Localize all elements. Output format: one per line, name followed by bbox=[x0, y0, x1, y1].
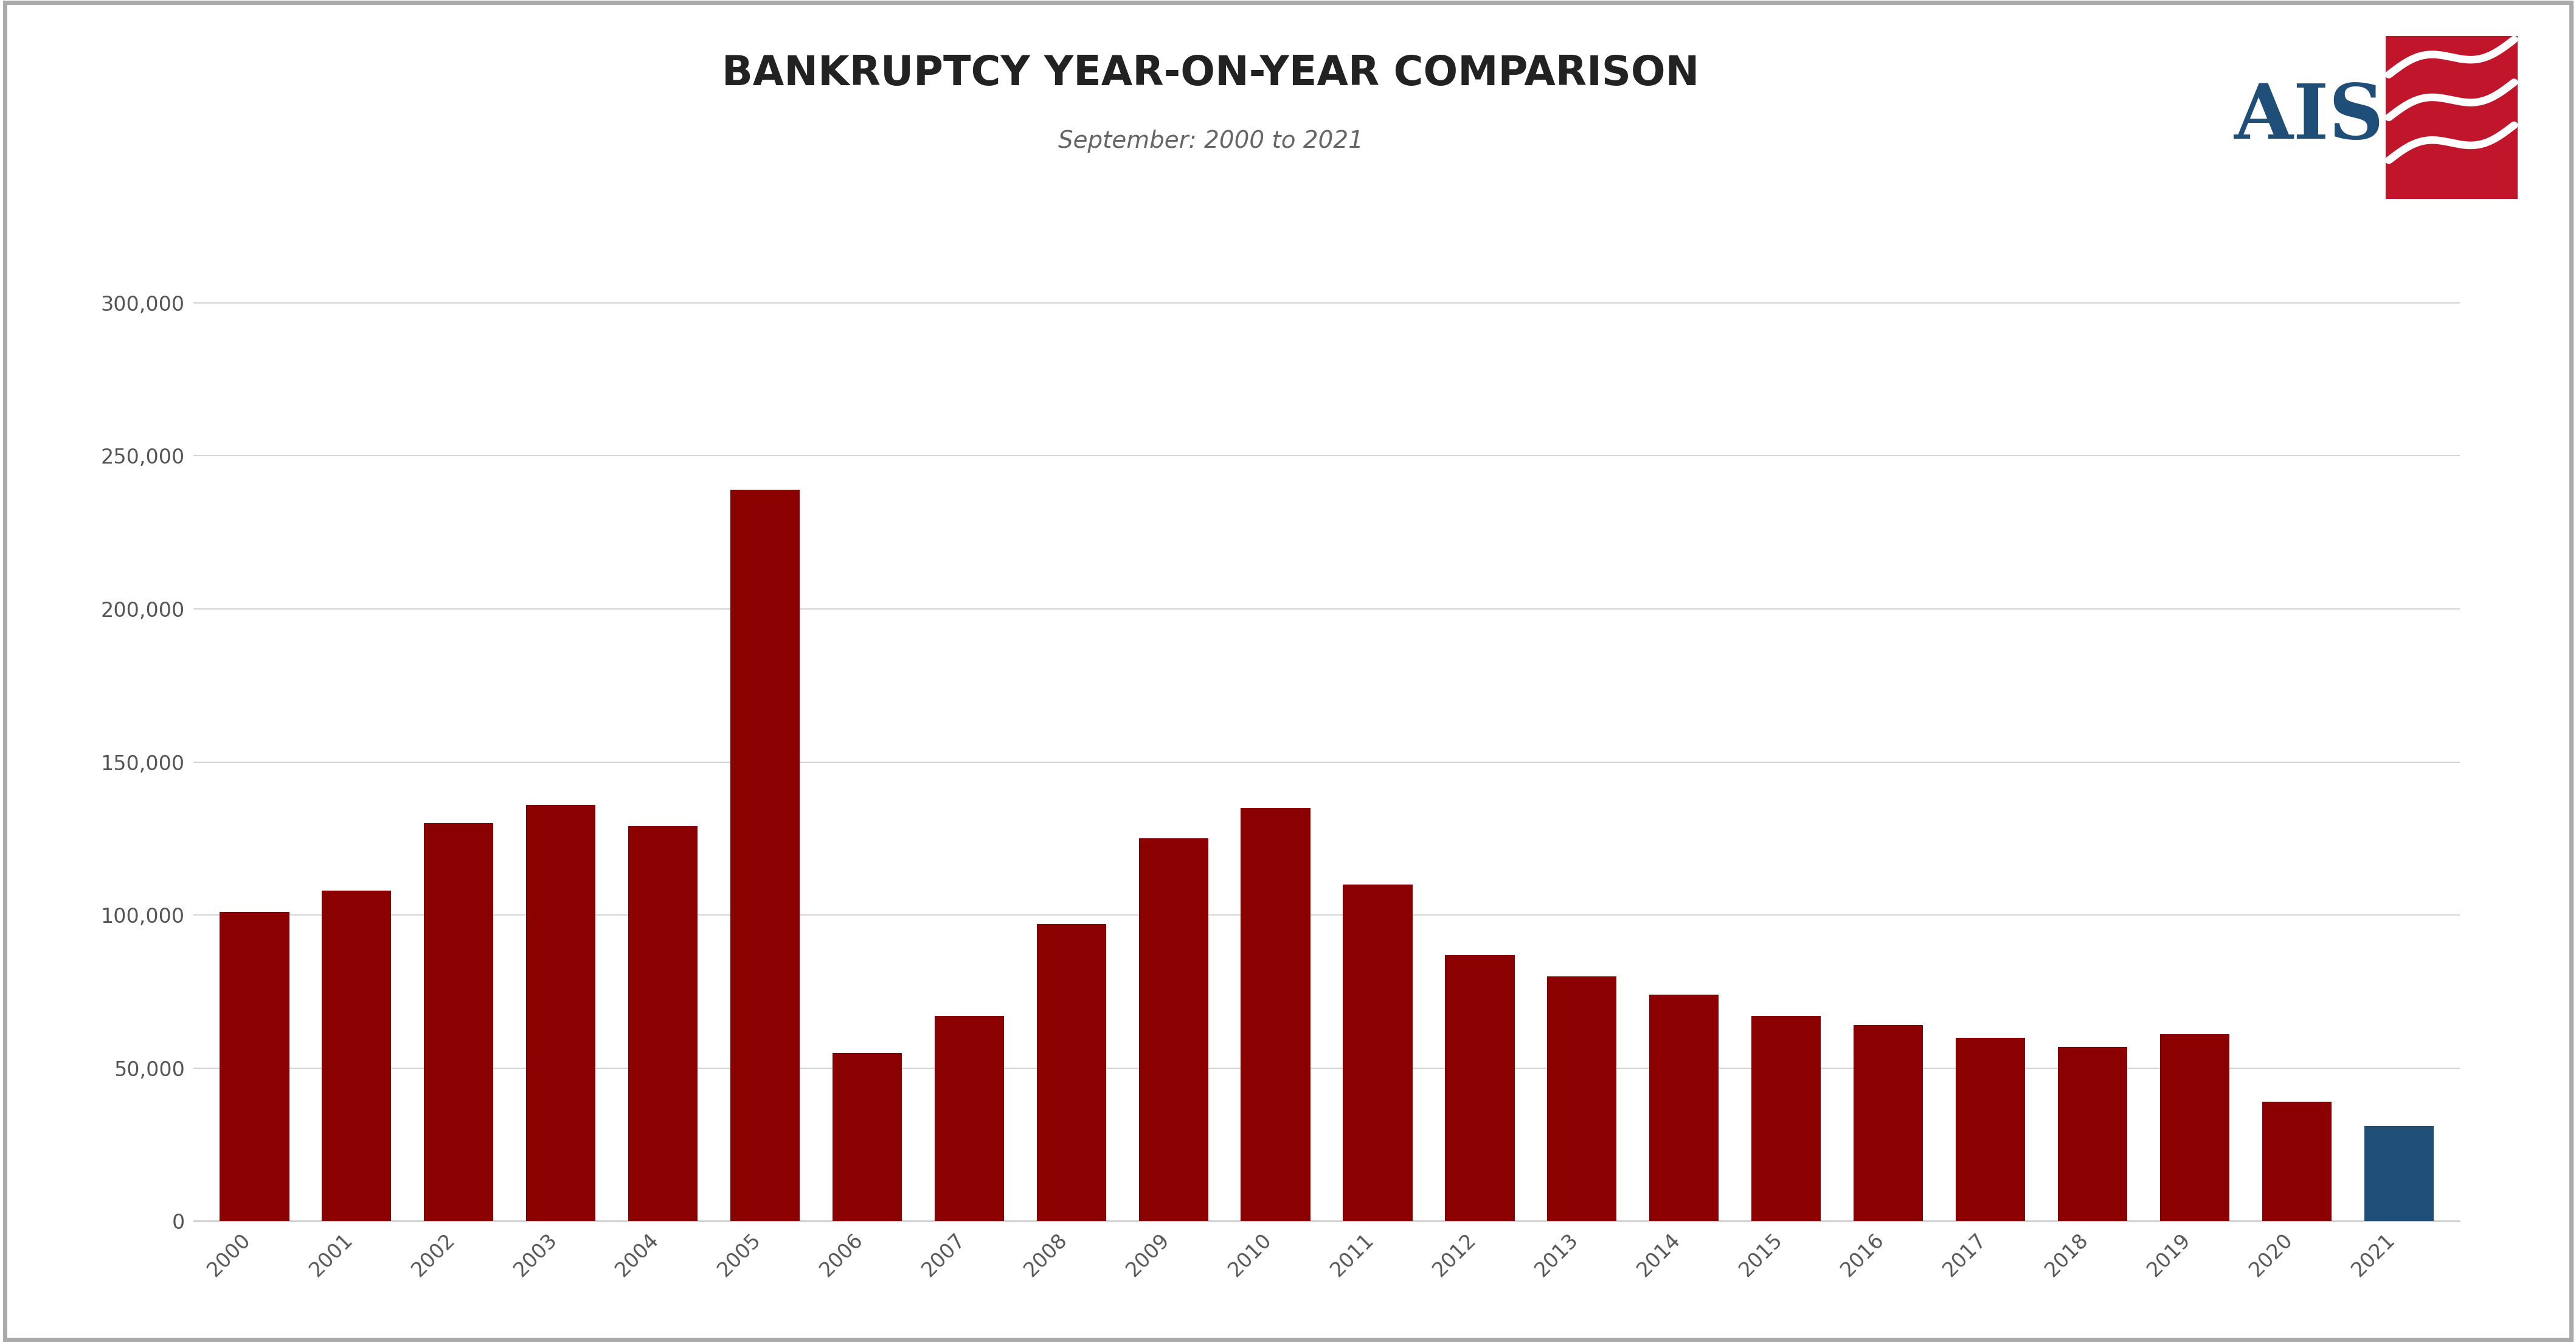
Bar bbox=[2262, 1102, 2331, 1221]
Bar bbox=[1342, 884, 1412, 1221]
Bar bbox=[425, 823, 495, 1221]
Bar bbox=[1649, 994, 1718, 1221]
Text: BANKRUPTCY YEAR-ON-YEAR COMPARISON: BANKRUPTCY YEAR-ON-YEAR COMPARISON bbox=[721, 54, 1700, 94]
Bar bbox=[322, 891, 392, 1221]
Bar bbox=[1855, 1025, 1922, 1221]
Bar bbox=[832, 1053, 902, 1221]
Bar bbox=[1242, 808, 1311, 1221]
Bar bbox=[629, 827, 698, 1221]
Bar bbox=[2159, 1035, 2228, 1221]
Bar bbox=[1036, 925, 1105, 1221]
Bar bbox=[526, 805, 595, 1221]
Text: September: 2000 to 2021: September: 2000 to 2021 bbox=[1059, 129, 1363, 153]
Bar bbox=[732, 490, 799, 1221]
Bar bbox=[1445, 956, 1515, 1221]
Bar bbox=[1548, 977, 1618, 1221]
Bar bbox=[2058, 1047, 2128, 1221]
Bar bbox=[935, 1016, 1005, 1221]
Bar bbox=[1955, 1037, 2025, 1221]
Bar bbox=[2365, 1126, 2434, 1221]
Bar bbox=[219, 913, 289, 1221]
Bar bbox=[2385, 36, 2517, 199]
Bar bbox=[1139, 839, 1208, 1221]
Text: AIS: AIS bbox=[2233, 81, 2383, 154]
Bar bbox=[1752, 1016, 1821, 1221]
